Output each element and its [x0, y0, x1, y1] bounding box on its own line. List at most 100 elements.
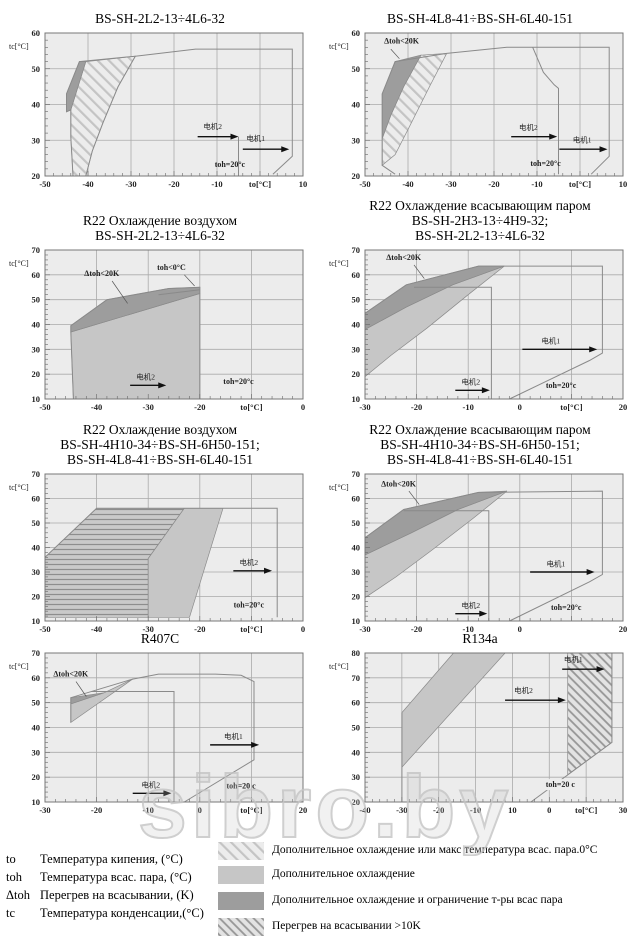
svg-text:电机1: 电机1: [564, 654, 583, 664]
chart-title: BS-SH-2L2-13÷4L6-32: [5, 6, 315, 26]
definition-toh: toh Температура всас. пара, (°C): [6, 868, 204, 886]
chart-canvas: 电机2 Δtoh<20K toh<0°C toh=20°c -50 -40 -30 -20 to…: [9, 245, 305, 412]
svg-text:-10: -10: [143, 805, 154, 815]
chart-canvas: 电机2 toh=20°c -50 -40 -30 -20 to[°C] 0 70 60 50 40 30…: [9, 469, 305, 634]
svg-text:电机2: 电机2: [141, 780, 160, 790]
svg-text:-30: -30: [396, 805, 407, 815]
svg-text:60: 60: [32, 673, 41, 683]
definition-text: Температура конденсации,(°C): [40, 906, 204, 920]
svg-text:-30: -30: [359, 624, 370, 634]
chart-canvas: 电机2 电机1 toh=20°c -50 -40 -30 -20 -10 to[°C] 10 60 5…: [9, 28, 308, 189]
svg-text:tc[°C]: tc[°C]: [329, 483, 349, 492]
svg-text:toh=20°c: toh=20°c: [530, 159, 561, 168]
chart-canvas: 电机2 电机1 Δtoh<20K toh=20°c -30 -20 -10 0 to[°C] 20…: [329, 245, 627, 412]
svg-text:Δtoh<20K: Δtoh<20K: [381, 479, 417, 488]
svg-text:50: 50: [32, 295, 41, 305]
svg-text:30: 30: [619, 805, 628, 815]
svg-text:20: 20: [299, 805, 308, 815]
svg-text:-30: -30: [359, 402, 370, 412]
chart-title-line: R22 Охлаждение всасывающим паром: [369, 422, 591, 437]
chart-title-line: R134a: [462, 631, 498, 646]
legend-label: Дополнительное охлаждение или макс темпе…: [272, 844, 598, 856]
svg-text:80: 80: [352, 648, 361, 658]
svg-text:电机2: 电机2: [136, 372, 155, 382]
svg-text:-10: -10: [211, 179, 222, 189]
svg-text:60: 60: [352, 494, 361, 504]
svg-text:tc[°C]: tc[°C]: [329, 42, 349, 51]
svg-text:30: 30: [352, 135, 361, 145]
chart-title-line: BS-SH-2L2-13÷4L6-32: [415, 228, 545, 243]
svg-text:60: 60: [352, 28, 361, 38]
svg-text:toh=20 c: toh=20 c: [226, 781, 256, 790]
svg-text:50: 50: [352, 518, 361, 528]
legend-label: Перегрев на всасывании >10K: [272, 920, 421, 932]
svg-text:40: 40: [32, 320, 41, 330]
chart-canvas: 电机2 电机1 Δtoh<20K toh=20°c -30 -20 -10 0 20 70 60 50…: [329, 469, 628, 634]
chart-block-2: BS-SH-4L8-41÷BS-SH-6L40-151 电机2 电机1 Δtoh<2…: [325, 6, 635, 198]
chart-block-6: R22 Охлаждение всасывающим паром BS-SH-4H…: [325, 421, 635, 643]
legend-swatch-diagonal-hatch: [218, 918, 264, 936]
svg-text:-20: -20: [194, 402, 205, 412]
svg-text:30: 30: [352, 772, 361, 782]
svg-text:20: 20: [352, 797, 361, 807]
chart-title-line: BS-SH-4L8-41÷BS-SH-6L40-151: [387, 452, 573, 467]
svg-text:0: 0: [301, 402, 305, 412]
svg-text:0: 0: [547, 805, 551, 815]
svg-text:50: 50: [32, 64, 41, 74]
symbol: to: [6, 852, 16, 866]
svg-text:0: 0: [518, 624, 522, 634]
legend-swatch-dark-gray: [218, 892, 264, 910]
svg-text:20: 20: [352, 592, 361, 602]
svg-text:10: 10: [508, 805, 517, 815]
svg-text:20: 20: [352, 171, 361, 181]
svg-text:toh=20°c: toh=20°c: [223, 377, 254, 386]
svg-text:电机2: 电机2: [239, 557, 258, 567]
svg-text:-30: -30: [143, 624, 154, 634]
definition-text: Перегрев на всасывании, (K): [40, 888, 194, 902]
symbol: tc: [6, 906, 16, 920]
svg-text:电机1: 电机1: [246, 133, 265, 143]
svg-text:60: 60: [352, 270, 361, 280]
svg-text:Δtoh<20K: Δtoh<20K: [386, 253, 422, 262]
legend-swatch-light-hatch: [218, 842, 264, 860]
chart-title-line: BS-SH-2L2-13÷4L6-32: [95, 11, 225, 26]
svg-text:-40: -40: [91, 624, 102, 634]
svg-text:-20: -20: [411, 624, 422, 634]
svg-text:50: 50: [352, 64, 361, 74]
chart-title-line: R22 Охлаждение всасывающим паром: [369, 198, 591, 213]
svg-text:-50: -50: [359, 179, 370, 189]
svg-text:10: 10: [32, 394, 41, 404]
svg-text:to[°C]: to[°C]: [575, 805, 597, 815]
svg-text:电机2: 电机2: [203, 121, 222, 131]
svg-text:10: 10: [299, 179, 308, 189]
svg-text:60: 60: [32, 494, 41, 504]
svg-text:40: 40: [352, 320, 361, 330]
svg-text:电机1: 电机1: [573, 134, 592, 144]
svg-text:tc[°C]: tc[°C]: [9, 662, 29, 671]
svg-text:-20: -20: [91, 805, 102, 815]
svg-text:70: 70: [352, 469, 361, 479]
legend-label: Дополнительное охлаждение и ограничение …: [272, 894, 563, 906]
svg-text:20: 20: [619, 624, 628, 634]
svg-text:toh=20°c: toh=20°c: [551, 603, 582, 612]
svg-text:tc[°C]: tc[°C]: [9, 42, 29, 51]
svg-text:-30: -30: [39, 805, 50, 815]
chart-title-line: BS-SH-2H3-13÷4H9-32;: [411, 213, 549, 228]
chart-title: R22 Охлаждение всасывающим паром BS-SH-2H…: [325, 197, 635, 243]
svg-text:电机2: 电机2: [461, 377, 480, 387]
svg-text:tc[°C]: tc[°C]: [9, 259, 29, 268]
svg-text:50: 50: [32, 518, 41, 528]
svg-text:-10: -10: [531, 179, 542, 189]
symbol: toh: [6, 870, 22, 884]
svg-text:50: 50: [32, 698, 41, 708]
chart-canvas: 电机2 电机1 Δtoh<20K toh=20 c -30 -20 -10 0 to[°C] 20…: [9, 648, 308, 815]
svg-text:Δtoh<20K: Δtoh<20K: [384, 37, 420, 46]
svg-text:-10: -10: [463, 402, 474, 412]
svg-text:to[°C]: to[°C]: [240, 805, 262, 815]
svg-text:30: 30: [32, 567, 41, 577]
svg-text:to[°C]: to[°C]: [569, 179, 591, 189]
svg-text:40: 40: [32, 543, 41, 553]
svg-text:toh=20°c: toh=20°c: [234, 601, 265, 610]
svg-text:50: 50: [352, 295, 361, 305]
svg-text:tc[°C]: tc[°C]: [329, 259, 349, 268]
